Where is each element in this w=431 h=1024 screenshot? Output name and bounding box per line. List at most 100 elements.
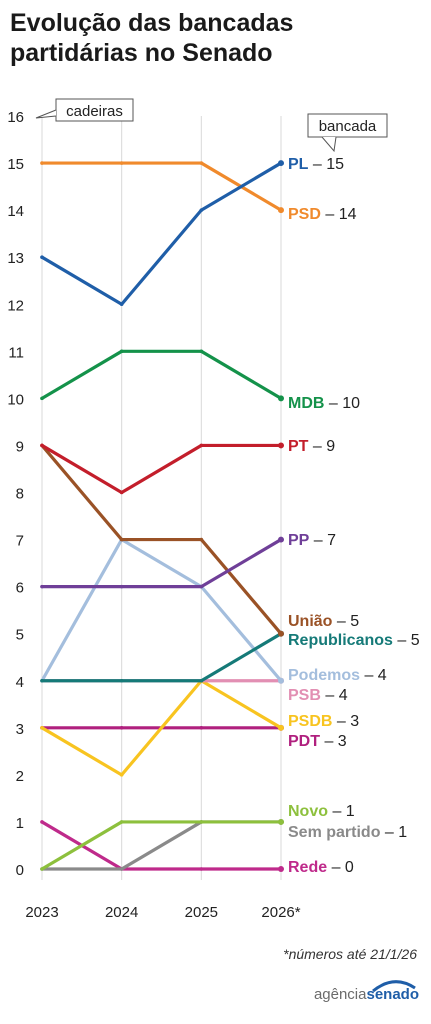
data-point-psdb-1	[119, 773, 124, 777]
data-point-podemos-3	[278, 677, 284, 684]
series-name-podemos: Podemos	[288, 667, 360, 684]
data-point-psdb-3	[278, 724, 284, 731]
series-end-label-mdb: MDB – 10	[288, 395, 360, 412]
chart-title: Evolução das bancadas partidárias no Sen…	[10, 8, 420, 68]
series-end-label-psd: PSD – 14	[288, 206, 357, 223]
series-line-podemos	[40, 537, 283, 683]
data-point-psd-2	[199, 161, 204, 165]
chart-title-line-1: Evolução das bancadas	[10, 9, 294, 37]
series-end-label-pdt: PDT – 3	[288, 733, 347, 750]
series-line-psd	[40, 161, 283, 212]
series-value-pl: – 15	[308, 156, 344, 173]
y-tick-label-2: 2	[16, 768, 24, 785]
data-point-mdb-3	[278, 395, 284, 402]
series-value-sem-partido: – 1	[380, 824, 407, 841]
series-end-label-novo: Novo – 1	[288, 803, 355, 820]
data-point-psdb-0	[40, 726, 44, 730]
series-line-mdb	[40, 349, 283, 400]
series-end-label-uni-o: União – 5	[288, 613, 359, 630]
series-value-psdb: – 3	[332, 713, 359, 730]
series-end-label-podemos: Podemos – 4	[288, 667, 387, 684]
series-name-pp: PP	[288, 532, 310, 549]
series-end-label-sem-partido: Sem partido – 1	[288, 824, 407, 841]
x-tick-label-1: 2024	[105, 904, 138, 921]
series-name-pt: PT	[288, 438, 309, 455]
y-tick-label-9: 9	[16, 438, 24, 455]
series-value-pdt: – 3	[320, 733, 347, 750]
series-name-republicanos: Republicanos	[288, 632, 393, 649]
series-name-psdb: PSDB	[288, 713, 332, 730]
logo-text-agencia: agência	[313, 986, 367, 1003]
series-name-mdb: MDB	[288, 395, 324, 412]
series-end-label-psb: PSB – 4	[288, 687, 348, 704]
series-name-sem-partido: Sem partido	[288, 824, 381, 841]
data-point-sem-partido-1	[119, 867, 124, 871]
series-name-psb: PSB	[288, 687, 321, 704]
data-point-uni-o-2	[199, 537, 204, 542]
data-point-rede-0	[40, 820, 44, 824]
series-value-republicanos: – 5	[393, 632, 420, 649]
y-axis-label-pointer	[35, 109, 57, 119]
data-point-pt-3	[278, 442, 284, 449]
series-end-label-psdb: PSDB – 3	[288, 713, 359, 730]
series-line-sem-partido	[40, 820, 283, 871]
agencia-senado-logo: agênciasenado	[314, 986, 419, 1003]
data-point-pp-3	[278, 536, 284, 543]
y-tick-label-13: 13	[7, 250, 24, 267]
y-tick-label-4: 4	[16, 674, 24, 691]
data-point-mdb-1	[119, 349, 124, 354]
y-tick-label-10: 10	[7, 391, 24, 408]
data-point-pt-0	[40, 443, 44, 448]
series-line-pl	[40, 161, 283, 306]
series-name-uni-o: União	[288, 613, 333, 630]
series-line-novo	[40, 820, 283, 871]
data-point-pl-1	[119, 302, 124, 307]
data-point-mdb-0	[40, 396, 44, 401]
y-tick-label-7: 7	[16, 533, 24, 550]
data-point-rede-3	[278, 866, 284, 872]
series-labels-title-pointer	[321, 136, 337, 153]
data-point-mdb-2	[199, 349, 204, 354]
data-point-uni-o-1	[119, 537, 124, 542]
y-tick-label-14: 14	[7, 203, 24, 220]
data-point-pt-1	[119, 490, 124, 495]
series-name-psd: PSD	[288, 206, 321, 223]
series-line-pt	[40, 443, 283, 495]
series-value-podemos: – 4	[360, 667, 387, 684]
y-tick-label-11: 11	[8, 344, 24, 361]
data-point-pl-2	[199, 208, 204, 212]
data-point-pdt-1	[119, 726, 124, 730]
y-tick-label-0: 0	[16, 862, 24, 879]
logo-text-senado: senado	[366, 986, 419, 1003]
y-tick-label-15: 15	[7, 156, 24, 173]
series-name-pdt: PDT	[288, 733, 320, 750]
data-point-novo-2	[199, 820, 204, 824]
chart-title-line-2: partidárias no Senado	[10, 39, 273, 67]
series-end-label-pt: PT – 9	[288, 438, 335, 455]
y-tick-label-1: 1	[16, 815, 24, 832]
data-point-pp-0	[40, 584, 44, 589]
data-point-republicanos-1	[119, 678, 124, 683]
series-value-pt: – 9	[308, 438, 335, 455]
series-value-mdb: – 10	[324, 395, 360, 412]
y-tick-label-5: 5	[16, 627, 24, 644]
series-line-psdb	[40, 679, 283, 777]
x-tick-label-3: 2026*	[261, 904, 300, 921]
series-labels-title: bancada	[319, 118, 377, 135]
series-end-label-republicanos: Republicanos – 5	[288, 632, 420, 649]
data-point-pt-2	[199, 443, 204, 448]
data-point-pdt-2	[199, 726, 204, 730]
data-point-pp-2	[199, 584, 204, 589]
y-tick-label-12: 12	[7, 297, 24, 314]
logo-arc-icon	[372, 980, 416, 992]
series-labels-title-box	[307, 113, 388, 138]
series-name-pl: PL	[288, 156, 309, 173]
data-point-novo-1	[119, 820, 124, 824]
y-tick-label-3: 3	[16, 721, 24, 738]
data-point-psd-1	[119, 161, 124, 165]
series-value-uni-o: – 5	[332, 613, 359, 630]
series-value-psb: – 4	[321, 687, 348, 704]
series-value-rede: – 0	[327, 859, 354, 876]
series-end-label-pl: PL – 15	[288, 156, 344, 173]
